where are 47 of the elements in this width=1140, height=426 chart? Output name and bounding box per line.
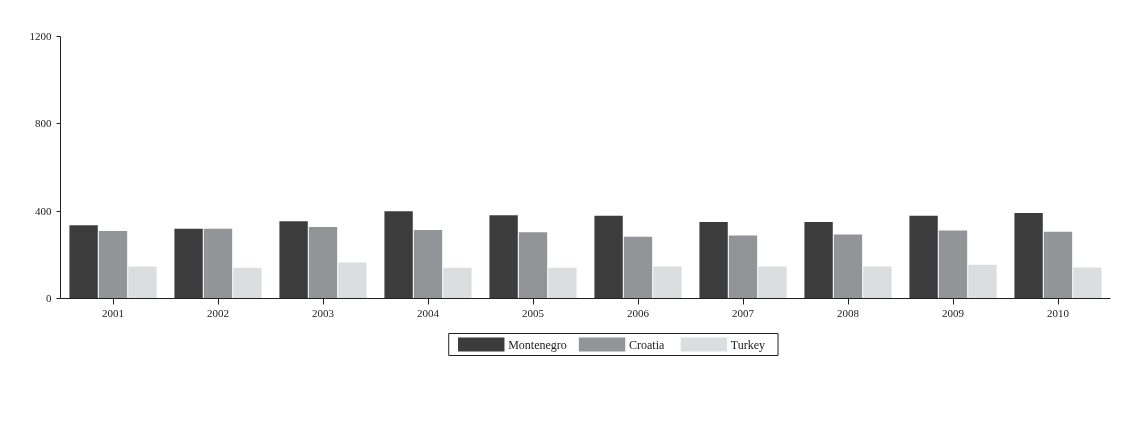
bar bbox=[1014, 212, 1043, 299]
bar bbox=[203, 228, 233, 299]
bar bbox=[518, 232, 548, 299]
x-tick-label: 2007 bbox=[732, 306, 755, 319]
bar bbox=[489, 215, 518, 299]
legend-label: Turkey bbox=[730, 337, 766, 352]
x-tick-label: 2004 bbox=[417, 306, 440, 319]
x-tick-label: 2001 bbox=[102, 306, 124, 319]
bar bbox=[279, 221, 308, 299]
y-tick-label: 0 bbox=[46, 292, 52, 304]
bar bbox=[938, 230, 968, 299]
bar bbox=[863, 266, 892, 299]
bar bbox=[1073, 267, 1102, 299]
bar bbox=[758, 266, 787, 299]
bar bbox=[623, 236, 653, 299]
bar bbox=[653, 266, 682, 299]
bar bbox=[308, 226, 338, 299]
bar bbox=[443, 267, 472, 299]
x-tick-label: 2002 bbox=[207, 306, 229, 319]
x-tick-label: 2010 bbox=[1047, 306, 1070, 319]
bar bbox=[804, 222, 833, 299]
legend-label: Montenegro bbox=[508, 337, 567, 352]
bar bbox=[968, 264, 997, 299]
bar bbox=[338, 262, 367, 299]
y-tick-label: 400 bbox=[35, 204, 52, 217]
y-tick-label: 1200 bbox=[29, 30, 52, 42]
y-tick-label: 800 bbox=[35, 117, 52, 130]
bar bbox=[728, 235, 758, 299]
x-tick-label: 2006 bbox=[627, 306, 650, 319]
bar bbox=[413, 229, 443, 299]
bar bbox=[1043, 231, 1073, 299]
bar bbox=[69, 225, 98, 299]
bar bbox=[699, 222, 728, 299]
x-tick-label: 2008 bbox=[837, 306, 860, 319]
x-tick-label: 2009 bbox=[942, 306, 965, 319]
bar bbox=[833, 234, 863, 299]
bar bbox=[233, 267, 262, 299]
bar bbox=[98, 231, 128, 299]
legend-label: Croatia bbox=[628, 337, 665, 352]
x-tick-label: 2003 bbox=[312, 306, 335, 319]
bar bbox=[594, 215, 623, 299]
bar bbox=[384, 211, 413, 299]
x-tick-label: 2005 bbox=[522, 306, 545, 319]
bar bbox=[909, 215, 938, 299]
bar bbox=[174, 228, 203, 299]
bar bbox=[128, 266, 157, 299]
bar bbox=[548, 267, 577, 299]
